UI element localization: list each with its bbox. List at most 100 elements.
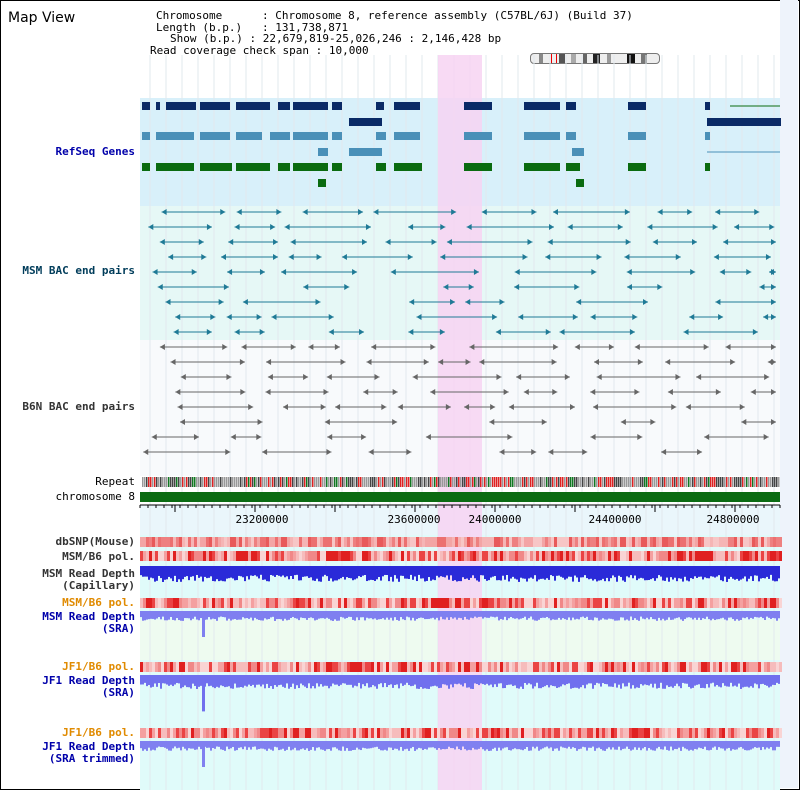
track-label-msm-bac[interactable]: MSM BAC end pairs (22, 264, 135, 277)
repeat-mark (756, 477, 758, 487)
repeat-mark (624, 477, 626, 487)
heat-cell (302, 537, 305, 547)
heat-cell (728, 662, 731, 672)
msm-bac-pair-end (223, 284, 229, 290)
heat-cell (449, 662, 452, 672)
heat-cell (611, 598, 614, 608)
depth-bar (684, 611, 686, 620)
heat-cell (590, 537, 593, 547)
msm-bac-pair-end (316, 254, 322, 260)
heat-cell (623, 728, 626, 738)
heat-cell (440, 551, 443, 561)
heat-cell (473, 537, 476, 547)
repeat-mark (216, 477, 218, 487)
track-label-refseq[interactable]: RefSeq Genes (55, 145, 135, 158)
depth-bar (486, 611, 488, 618)
depth-bar (650, 611, 652, 618)
b6n-bac-pair-end (180, 374, 186, 380)
heat-cell (488, 662, 491, 672)
depth-bar (630, 566, 632, 576)
track-label-jf1-b6-pol-1[interactable]: JF1/B6 pol. (62, 660, 135, 673)
depth-bar (244, 741, 246, 747)
region-marker[interactable] (551, 54, 557, 63)
heat-cell (476, 551, 479, 561)
track-label-msm-b6-pol-1[interactable]: MSM/B6 pol. (62, 550, 135, 563)
depth-bar (292, 741, 294, 750)
depth-bar (724, 566, 726, 577)
depth-bar (748, 611, 750, 620)
depth-bar (586, 611, 588, 617)
heat-cell (758, 598, 761, 608)
depth-bar (654, 611, 656, 620)
depth-bar (342, 566, 344, 577)
depth-bar (760, 566, 762, 579)
repeat-mark (534, 477, 536, 487)
track-label-jf1-read-depth-trim[interactable]: JF1 Read Depth (SRA trimmed) (42, 740, 135, 765)
chromosome-label: Chromosome (156, 9, 223, 22)
track-label-msm-read-depth-cap[interactable]: MSM Read Depth (Capillary) (42, 567, 135, 592)
heat-cell (242, 551, 245, 561)
repeat-mark (532, 477, 534, 487)
heat-cell (752, 598, 755, 608)
repeat-mark (380, 477, 382, 487)
heat-cell (308, 537, 311, 547)
depth-bar (768, 741, 770, 749)
msm-bac-pair-end (763, 314, 769, 320)
heat-cell (383, 551, 386, 561)
b6n-bac-pair-end (438, 359, 444, 365)
depth-bar (696, 611, 698, 620)
gene-block (464, 102, 492, 110)
depth-bar (474, 566, 476, 579)
heat-cell (557, 728, 560, 738)
depth-bar (418, 566, 420, 575)
depth-bar (294, 566, 296, 576)
depth-bar (766, 611, 768, 617)
heat-cell (416, 598, 419, 608)
depth-bar (508, 611, 510, 619)
b6n-bac-pair-end (665, 359, 671, 365)
depth-bar (606, 611, 608, 620)
track-label-repeat[interactable]: Repeat (95, 475, 135, 488)
depth-bar (608, 566, 610, 582)
track-label-jf1-read-depth-sra[interactable]: JF1 Read Depth (SRA) (42, 674, 135, 699)
chromosome-ideogram[interactable] (530, 53, 660, 64)
gene-block (200, 102, 230, 110)
depth-bar (708, 675, 710, 688)
track-label-jf1-b6-pol-2[interactable]: JF1/B6 pol. (62, 726, 135, 739)
track-label-msm-read-depth-sra[interactable]: MSM Read Depth (SRA) (42, 610, 135, 635)
heat-cell (299, 598, 302, 608)
depth-bar (450, 566, 452, 576)
heat-cell (698, 537, 701, 547)
heat-cell (320, 662, 323, 672)
track-label-dbsnp[interactable]: dbSNP(Mouse) (55, 535, 135, 548)
heat-cell (371, 728, 374, 738)
msm-bac-pair-end (206, 224, 212, 230)
chromosome-value: Chromosome 8, reference assembly (C57BL/… (275, 9, 633, 22)
depth-bar (158, 611, 160, 618)
depth-bar (354, 741, 356, 750)
msm-bac-pair-end (302, 209, 308, 215)
depth-bar (458, 741, 460, 750)
track-label-msm-b6-pol-2[interactable]: MSM/B6 pol. (62, 596, 135, 609)
depth-bar (162, 675, 164, 684)
track-label-b6n-bac[interactable]: B6N BAC end pairs (22, 400, 135, 413)
heat-cell (680, 728, 683, 738)
depth-bar (754, 741, 756, 748)
depth-bar (530, 611, 532, 617)
length-value: 131,738,871 (275, 20, 349, 34)
repeat-mark (420, 477, 422, 487)
b6n-bac-pair-end (661, 449, 667, 455)
depth-bar (442, 675, 444, 685)
repeat-mark (518, 477, 520, 487)
depth-bar (680, 611, 682, 620)
heat-cell (464, 728, 467, 738)
depth-bar (498, 566, 500, 581)
b6n-bac-pair-end (423, 359, 429, 365)
depth-bar (724, 675, 726, 686)
depth-bar (278, 675, 280, 686)
depth-bar (496, 741, 498, 751)
depth-bar (266, 566, 268, 582)
track-label-chromosome[interactable]: chromosome 8 (55, 490, 135, 503)
depth-bar (694, 675, 696, 686)
